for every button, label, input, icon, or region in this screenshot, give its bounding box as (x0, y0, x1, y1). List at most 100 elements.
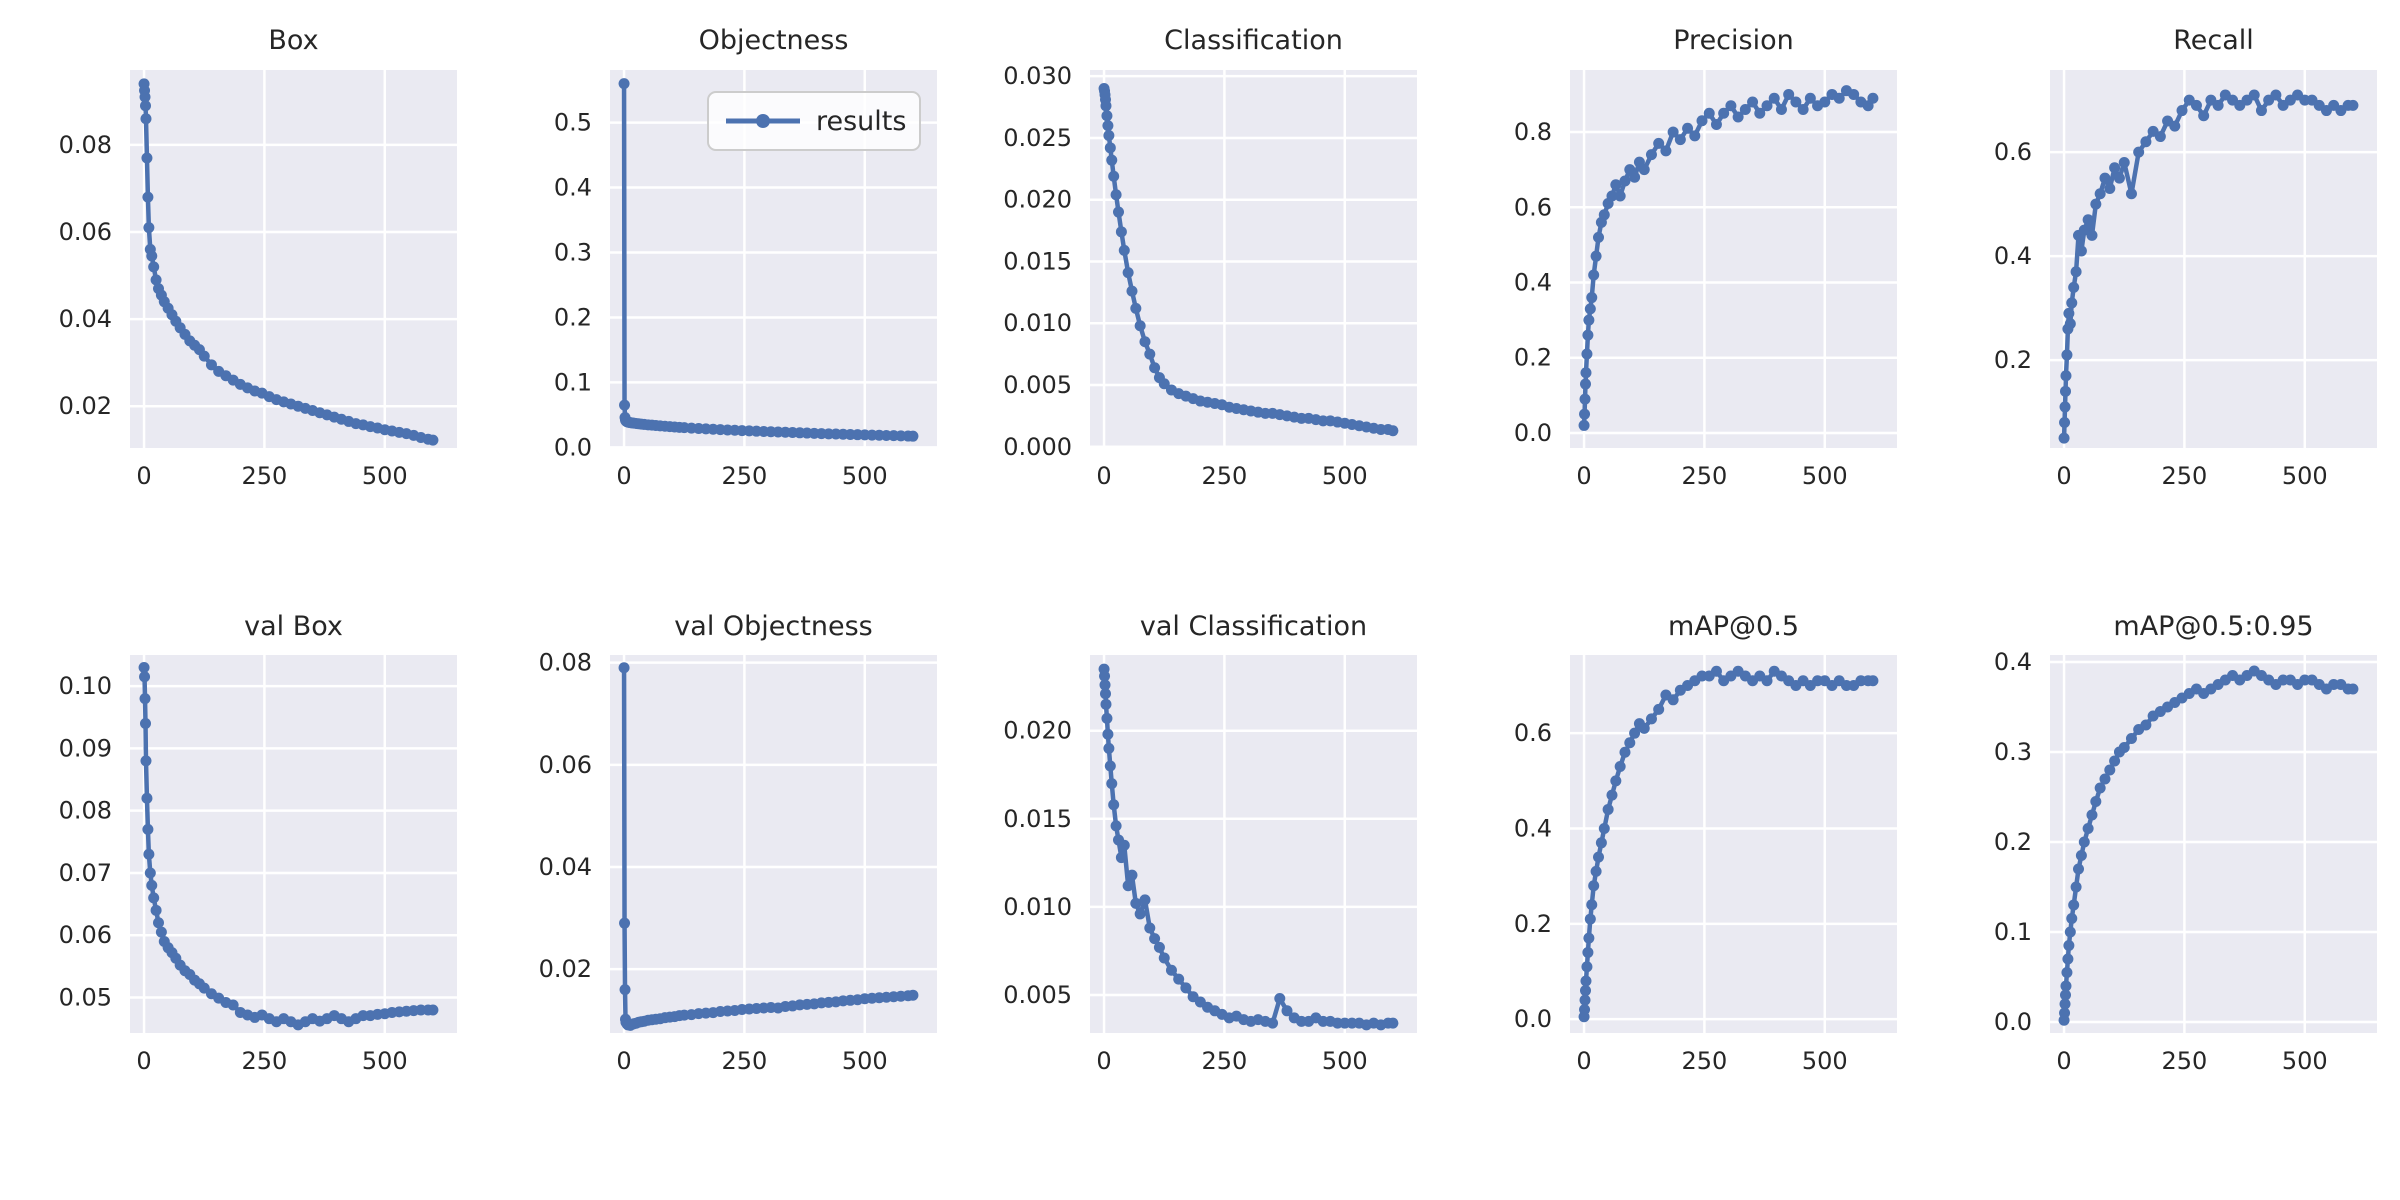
data-point-marker (1610, 775, 1622, 787)
subplot-precision: Precision 0 250 500 0.0 0.2 0.4 0.6 0.8 (1440, 0, 1920, 600)
data-point-marker (2125, 733, 2137, 745)
y-tick-label: 0.3 (1994, 738, 2032, 766)
axes-background (2050, 655, 2377, 1033)
data-point-marker (1624, 737, 1636, 749)
x-tick-label: 500 (842, 1047, 888, 1075)
data-point-marker (1761, 675, 1773, 687)
data-point-marker (1710, 119, 1722, 131)
y-tick-label: 0.04 (539, 853, 592, 881)
plot-title: Recall (2173, 25, 2254, 56)
data-point-marker (1578, 419, 1590, 431)
data-point-marker (1106, 154, 1118, 166)
x-tick-label: 250 (722, 462, 768, 490)
data-point-marker (1775, 103, 1787, 115)
data-point-marker (1619, 175, 1631, 187)
data-point-marker (907, 989, 919, 1001)
data-point-marker (2099, 172, 2111, 184)
data-point-marker (2104, 764, 2116, 776)
data-point-marker (2060, 989, 2072, 1001)
y-tick-label: 0.07 (59, 859, 112, 887)
y-tick-label: 0.4 (1514, 815, 1552, 843)
data-point-marker (140, 755, 152, 767)
axes-background (1090, 70, 1417, 448)
data-point-marker (2059, 417, 2071, 429)
plot-canvas: 0 250 500 0.02 0.04 0.06 0.08 (539, 649, 937, 1075)
data-point-marker (1099, 679, 1111, 691)
y-tick-label: 0.3 (554, 239, 592, 267)
data-point-marker (1118, 244, 1130, 256)
data-point-marker (618, 78, 630, 90)
y-tick-label: 0.04 (59, 305, 112, 333)
data-point-marker (1153, 941, 1165, 953)
y-tick-label: 0.1 (554, 368, 592, 396)
data-point-marker (1165, 964, 1177, 976)
data-point-marker (1602, 803, 1614, 815)
x-tick-label: 500 (1802, 462, 1848, 490)
data-point-marker (2154, 131, 2166, 143)
data-point-marker (2140, 719, 2152, 731)
axes-background (130, 655, 457, 1033)
x-tick-label: 500 (1322, 1047, 1368, 1075)
data-point-marker (143, 848, 155, 860)
data-point-marker (1848, 88, 1860, 100)
plot-canvas: 0 250 500 0.05 0.06 0.07 0.08 0.09 0.10 (59, 655, 457, 1075)
data-point-marker (1130, 302, 1142, 314)
data-point-marker (1614, 190, 1626, 202)
data-point-marker (2063, 940, 2075, 952)
data-point-marker (1667, 694, 1679, 706)
x-tick-label: 0 (2056, 462, 2071, 490)
axes-background (1090, 655, 1417, 1033)
data-point-marker (1768, 92, 1780, 104)
data-point-marker (2070, 266, 2082, 278)
y-tick-label: 0.025 (1003, 124, 1072, 152)
data-point-marker (2104, 183, 2116, 195)
data-point-marker (2190, 99, 2202, 111)
x-tick-label: 500 (1802, 1047, 1848, 1075)
data-point-marker (1747, 96, 1759, 108)
data-point-marker (1586, 899, 1598, 911)
x-tick-label: 0 (136, 462, 151, 490)
data-point-marker (1867, 675, 1879, 687)
x-tick-label: 500 (362, 462, 408, 490)
data-point-marker (618, 662, 630, 674)
x-tick-label: 250 (2162, 1047, 2208, 1075)
x-tick-label: 0 (1096, 462, 1111, 490)
data-point-marker (1126, 869, 1138, 881)
subplot-map50-95: mAP@0.5:0.95 0 250 500 0.0 0.1 0.2 0.3 0.4 (1920, 600, 2400, 1200)
data-point-marker (1610, 179, 1622, 191)
data-point-marker (2347, 99, 2359, 111)
data-point-marker (1653, 137, 1665, 149)
data-point-marker (1139, 894, 1151, 906)
data-point-marker (2125, 188, 2137, 200)
plot-title: val Classification (1139, 611, 1368, 642)
data-point-marker (1580, 367, 1592, 379)
y-tick-label: 0.02 (59, 392, 112, 420)
plot-title: Objectness (698, 25, 849, 56)
data-point-marker (2212, 99, 2224, 111)
data-point-marker (150, 274, 162, 286)
data-point-marker (1100, 100, 1112, 112)
data-point-marker (2060, 980, 2072, 992)
y-tick-label: 0.02 (539, 955, 592, 983)
data-point-marker (1598, 209, 1610, 221)
x-tick-label: 0 (1096, 1047, 1111, 1075)
data-point-marker (1144, 922, 1156, 934)
data-point-marker (1653, 703, 1665, 715)
y-tick-label: 0.08 (59, 797, 112, 825)
data-point-marker (1110, 820, 1122, 832)
data-point-marker (146, 879, 158, 891)
y-tick-label: 0.4 (1994, 648, 2032, 676)
data-point-marker (1645, 149, 1657, 161)
data-point-marker (1110, 189, 1122, 201)
legend-marker (756, 114, 770, 128)
data-point-marker (1619, 746, 1631, 758)
x-tick-label: 250 (242, 1047, 288, 1075)
data-point-marker (2255, 105, 2267, 117)
data-point-marker (2118, 157, 2130, 169)
subplot-recall: Recall 0 250 500 0.2 0.4 0.6 (1920, 0, 2400, 600)
data-point-marker (1614, 761, 1626, 773)
data-point-marker (1590, 865, 1602, 877)
y-tick-label: 0.000 (1003, 433, 1072, 461)
data-point-marker (1579, 408, 1591, 420)
data-point-marker (2078, 836, 2090, 848)
